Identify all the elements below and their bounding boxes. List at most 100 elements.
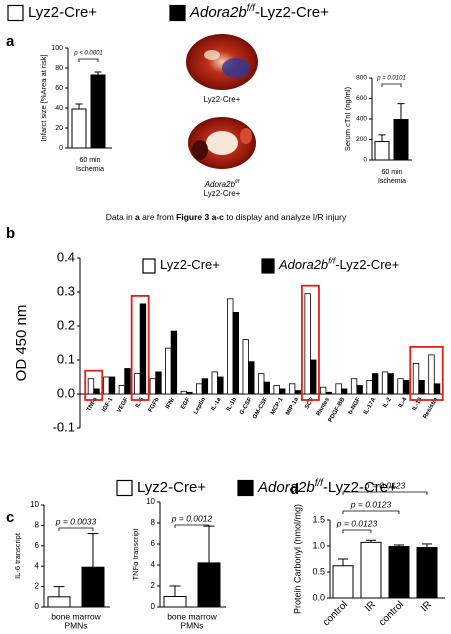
text-part: Adora2b: [257, 479, 315, 496]
legend-label: Adora2bf/f-Lyz2-Cre+: [257, 477, 397, 496]
x-tick-label: IL-6: [135, 396, 146, 409]
text-part: -Lyz2-Cre+: [255, 4, 329, 21]
bar: [371, 373, 379, 395]
y-axis-label: Protein Carbonyl (nmol/mg): [292, 504, 302, 614]
error-bar: [169, 585, 181, 597]
y-axis-label: TNFα transcript: [131, 528, 140, 581]
p-value: p = 0.0012: [171, 513, 213, 523]
x-axis-label: 60 min: [79, 157, 100, 164]
significance-bracket: [174, 524, 210, 528]
bar: [387, 373, 394, 395]
text-part: -Lyz2-Cre+: [335, 257, 399, 272]
bar: [402, 379, 410, 395]
error-bar: [203, 525, 215, 563]
y-tick-label: 100: [51, 45, 63, 52]
legend-swatch: [261, 258, 275, 274]
bar: [279, 388, 286, 395]
bar: [196, 383, 203, 395]
legend-swatch: [237, 479, 254, 497]
y-tick-label: 2: [151, 581, 156, 590]
y-axis-label: Infarct size [%Area at risk]: [39, 54, 48, 141]
bar: [93, 388, 100, 395]
legend-label: Lyz2-Cre+: [137, 479, 206, 496]
p-value: p = 0.0033: [55, 516, 97, 526]
y-tick-label: 400: [356, 116, 367, 123]
text-part: Lyz2-Cre+: [204, 189, 241, 198]
error-bar: [397, 103, 405, 120]
x-tick-label: control: [377, 599, 406, 628]
panel-label: d: [290, 481, 299, 498]
panel-label: b: [6, 225, 15, 242]
bar: [87, 378, 95, 395]
x-tick-label: Leptin: [193, 397, 207, 416]
bar: [258, 373, 265, 395]
y-axis-label: OD 450 nm: [13, 305, 30, 382]
y-tick-label: 80: [55, 65, 63, 72]
x-tick-label: MCP-1: [270, 396, 285, 416]
bar: [197, 562, 221, 608]
legend-swatch: [116, 479, 133, 497]
error-bar: [75, 103, 83, 109]
y-tick-label: 6: [35, 541, 40, 550]
y-tick-label: 1.0: [312, 540, 325, 550]
bar: [149, 378, 157, 395]
y-axis-label: IL-6 transcript: [13, 532, 22, 579]
bar: [90, 74, 106, 149]
bar: [155, 371, 162, 395]
y-tick-label: 200: [356, 136, 367, 143]
bar: [263, 381, 270, 395]
bar: [217, 376, 224, 395]
y-tick-label: 0: [59, 145, 63, 152]
bar: [433, 383, 441, 395]
x-tick-label: SCF: [304, 396, 315, 410]
x-tick-label: MIP-1a: [285, 396, 300, 416]
bar: [227, 298, 234, 395]
y-tick-label: 60: [55, 85, 63, 92]
text-part: Adora2b: [278, 257, 328, 272]
bar: [350, 378, 358, 395]
x-axis-label: Ischemia: [378, 178, 406, 185]
significance-bracket: [381, 83, 402, 87]
error-bar: [94, 71, 102, 75]
legend-label: Lyz2-Cre+: [160, 257, 220, 272]
y-tick-label: 0.0: [312, 592, 325, 602]
x-axis-label: PMNs: [180, 620, 203, 630]
y-tick-label: 0: [151, 602, 156, 611]
x-axis-label: Ischemia: [76, 166, 104, 173]
panel-label: a: [6, 33, 15, 50]
x-tick-label: IR: [363, 599, 378, 614]
bar: [81, 566, 105, 608]
y-axis-label: Serum cTnI (ng/ml): [343, 86, 352, 151]
highlight-box: [409, 345, 444, 401]
bar: [288, 383, 296, 395]
heart-image-1: [186, 34, 258, 90]
x-tick-label: b-NGF: [348, 396, 363, 415]
bar: [388, 546, 410, 599]
bar: [118, 385, 126, 395]
x-axis-label: bone marrow: [167, 611, 217, 621]
x-tick-label: IGF-1: [101, 396, 114, 413]
y-tick-label: 0: [363, 157, 367, 164]
bar: [356, 385, 363, 395]
error-bar: [366, 539, 376, 543]
bar: [163, 596, 187, 608]
significance-bracket: [342, 491, 428, 495]
y-tick-label: 0.4: [57, 249, 75, 264]
significance-bracket: [342, 510, 400, 514]
caption: Data in a are from Figure 3 a-c to displ…: [106, 212, 347, 222]
p-value: p = 0.0101: [376, 76, 406, 82]
text-part: Lyz2-Cre+: [204, 95, 241, 104]
significance-bracket: [58, 527, 94, 531]
bar: [134, 373, 141, 395]
x-tick-label: IFNr: [165, 396, 177, 410]
error-bar: [394, 544, 404, 547]
error-bar: [53, 586, 65, 597]
caption-part: a: [135, 212, 140, 222]
text-part: f/f: [315, 477, 324, 488]
x-tick-label: GM-CSF: [252, 397, 269, 421]
legend-label: Lyz2-Cre+: [28, 4, 97, 21]
bar: [103, 376, 110, 395]
bar: [124, 368, 131, 395]
y-tick-label: 4: [35, 561, 40, 570]
